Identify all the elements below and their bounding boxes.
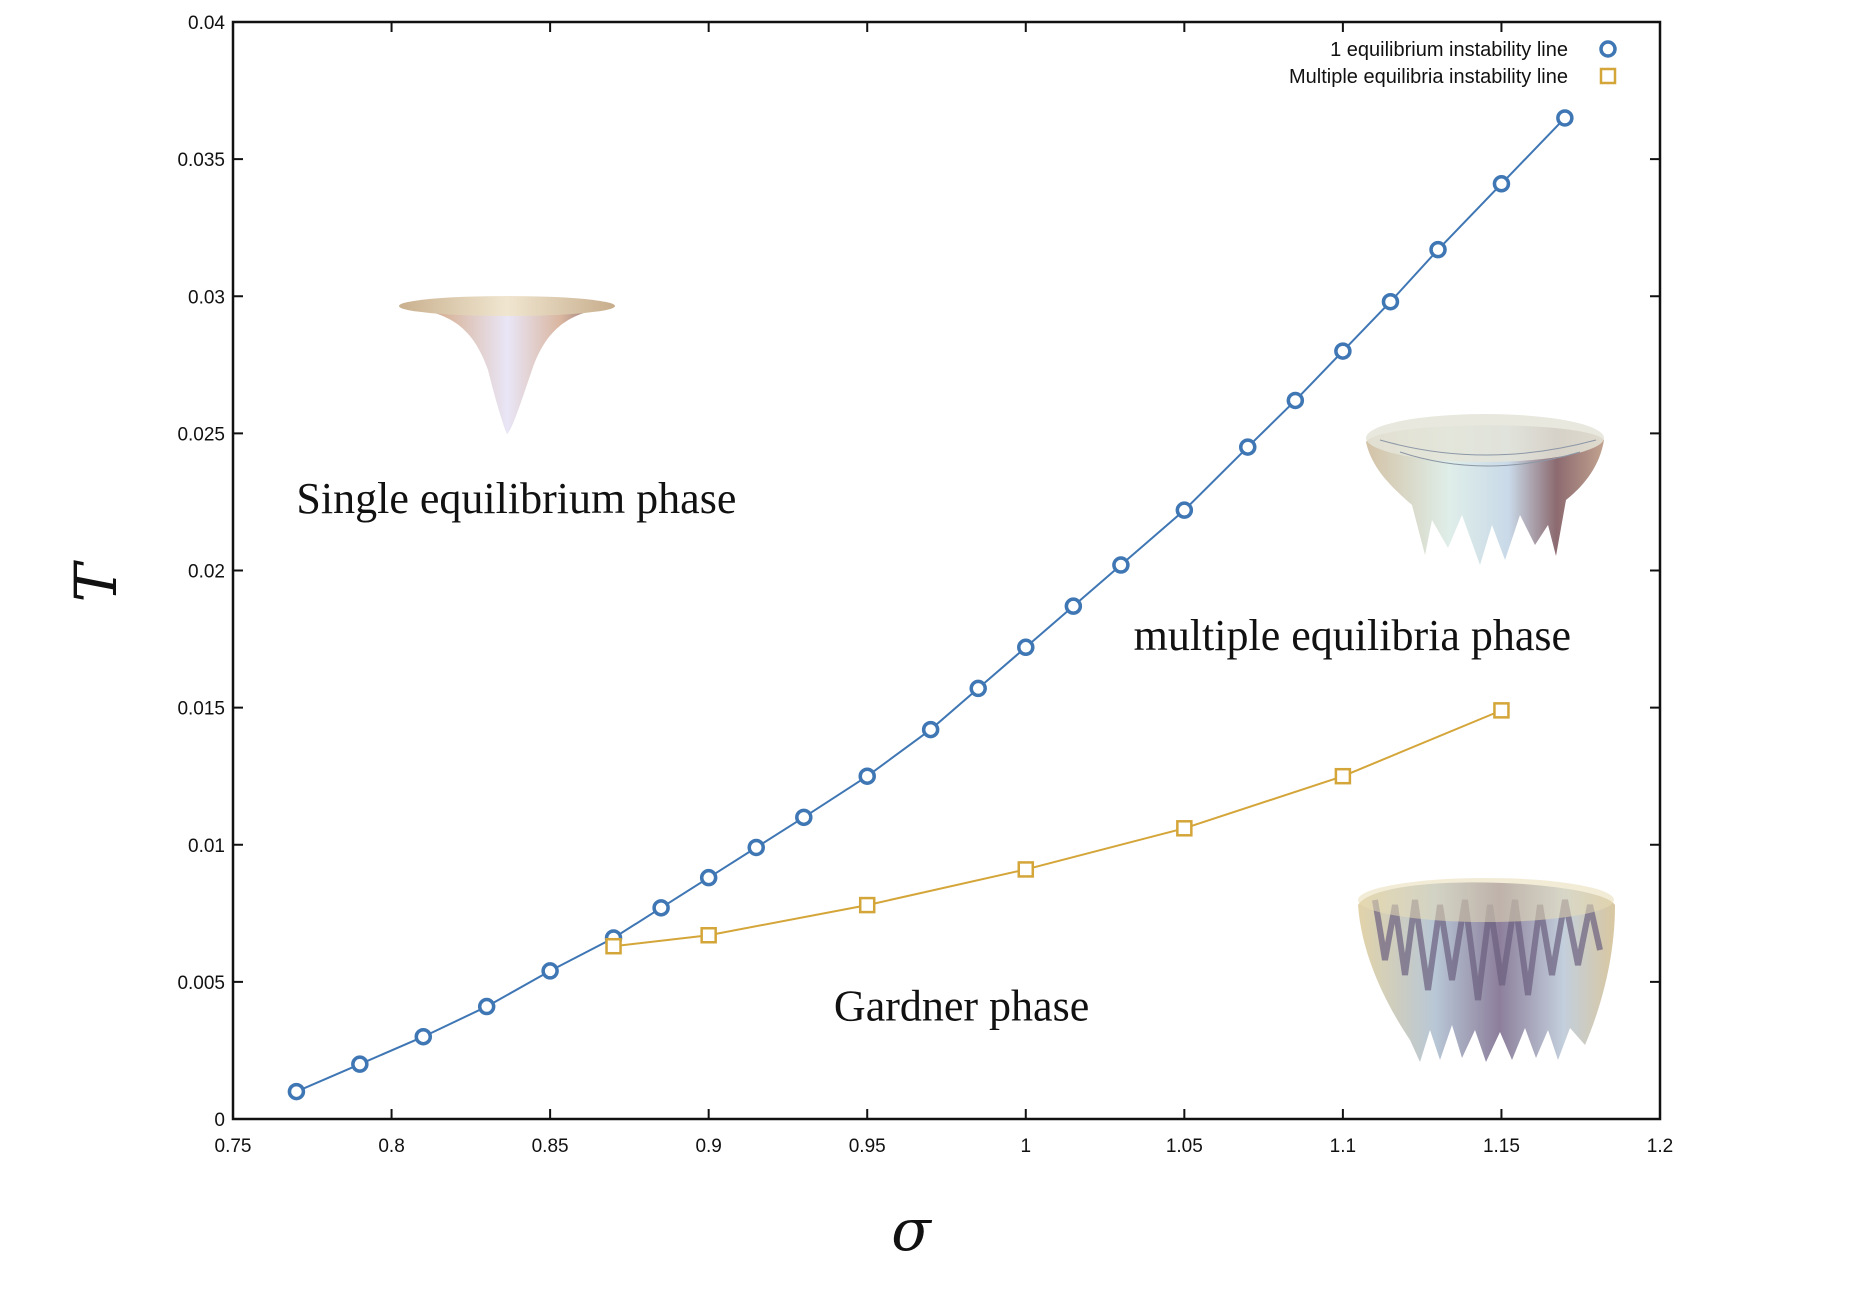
- series-0-point: [414, 1027, 433, 1046]
- x-tick-label: 1.05: [1166, 1136, 1203, 1157]
- y-tick-label: 0.02: [188, 562, 225, 583]
- x-tick-label: 0.75: [215, 1136, 252, 1157]
- x-tick-label: 0.95: [849, 1136, 886, 1157]
- series-1-point: [1334, 767, 1352, 785]
- y-axis-title: T: [62, 559, 130, 602]
- series-0-point: [1334, 342, 1352, 360]
- series-0-point: [1381, 292, 1400, 311]
- legend-marker-0: [1599, 40, 1617, 58]
- series-1-point: [1493, 702, 1510, 719]
- series-0-point: [1064, 597, 1083, 615]
- series-0-point: [921, 720, 940, 739]
- y-tick-label: 0.03: [188, 287, 225, 308]
- x-tick-label: 0.85: [532, 1136, 569, 1157]
- series-0-point: [1017, 638, 1035, 657]
- y-tick-label: 0.01: [188, 836, 225, 857]
- multi-bowl-illustration: [1366, 414, 1604, 565]
- single-bowl-illustration: [399, 296, 615, 434]
- series-0-point: [1239, 438, 1257, 456]
- phase-label-1: multiple equilibria phase: [1134, 611, 1571, 660]
- x-tick-label: 1.2: [1647, 1136, 1673, 1157]
- series-0-point: [1112, 556, 1130, 574]
- x-tick-label: 0.8: [378, 1136, 404, 1157]
- series-1-point: [1017, 861, 1035, 878]
- series-0-point: [1286, 391, 1305, 410]
- y-tick-label: 0.005: [177, 973, 225, 994]
- series-0-point: [969, 679, 987, 698]
- series-1-point: [700, 927, 717, 944]
- y-tick-label: 0.04: [188, 13, 225, 34]
- legend-marker-1: [1599, 67, 1617, 85]
- series-0-point: [747, 838, 765, 857]
- y-tick-label: 0.025: [177, 424, 225, 445]
- y-tick-label: 0.035: [177, 150, 225, 171]
- series-0-point: [699, 868, 718, 887]
- series-0-point: [477, 997, 496, 1016]
- gardner-bowl-illustration: [1358, 878, 1615, 1062]
- series-0-point: [1556, 109, 1574, 127]
- series-0-point: [351, 1055, 369, 1073]
- y-tick-label: 0.015: [177, 699, 225, 720]
- series-0-point: [652, 899, 670, 917]
- series-0-point: [1429, 240, 1447, 259]
- series-0-point: [1492, 175, 1511, 193]
- series-0-line: [296, 117, 1566, 1093]
- series-1-point: [858, 896, 876, 914]
- x-tick-label: 1.1: [1330, 1136, 1356, 1157]
- phase-label-0: Single equilibrium phase: [296, 474, 736, 523]
- y-tick-label: 0: [214, 1110, 225, 1131]
- x-tick-label: 1.15: [1483, 1136, 1520, 1157]
- y-axis-ticks: 0 0.005 0.01 0.015 0.02 0.025 0.03 0.035 0.04: [177, 13, 1660, 1131]
- x-tick-label: 1: [1020, 1136, 1031, 1157]
- legend-label-0: 1 equilibrium instability line: [1330, 39, 1568, 61]
- legend-label-1: Multiple equilibria instability line: [1289, 66, 1568, 88]
- series-0-point: [541, 962, 559, 980]
- legend: 1 equilibrium instability line Multiple e…: [1289, 39, 1617, 88]
- x-axis-title: σ: [891, 1196, 932, 1264]
- series-0-point: [1175, 501, 1194, 519]
- series-1-point: [1176, 820, 1193, 837]
- x-tick-label: 0.9: [695, 1136, 721, 1157]
- series-0-point: [287, 1082, 306, 1101]
- x-axis-ticks: 0.75 0.8 0.85 0.9 0.95 1 1.05 1.1 1.15 1.2: [215, 22, 1673, 1157]
- series-0-point: [858, 767, 876, 785]
- series-0-point: [795, 808, 813, 827]
- series-1-point: [605, 937, 622, 955]
- phase-label-2: Gardner phase: [834, 981, 1089, 1030]
